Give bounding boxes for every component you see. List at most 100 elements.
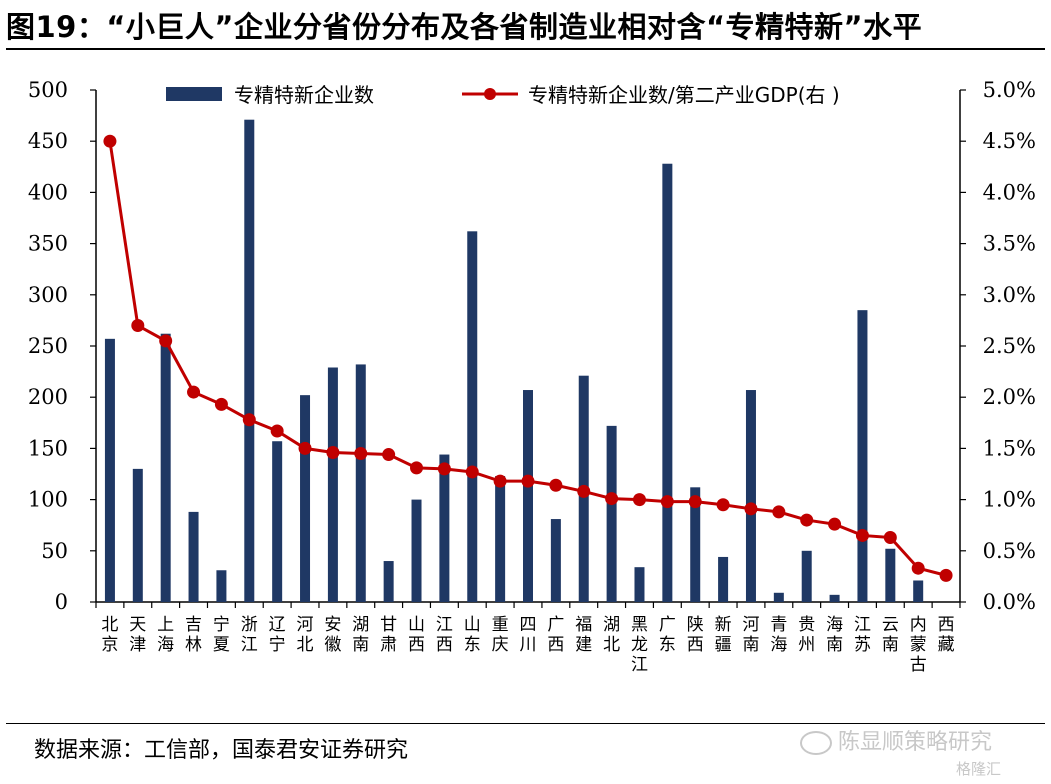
category-label: 贵州 (798, 615, 815, 655)
line-point (660, 495, 674, 509)
y-left-tick-label: 0 (55, 590, 68, 614)
category-char: 津 (129, 635, 146, 655)
category-label: 安徽 (324, 615, 341, 655)
category-label: 青海 (770, 615, 787, 655)
y-left-tick-label: 50 (41, 539, 68, 563)
title-divider (6, 48, 1045, 50)
bar (244, 119, 255, 603)
category-char: 江 (436, 615, 453, 635)
category-label: 河北 (297, 615, 314, 655)
bar (272, 441, 283, 602)
bar (132, 468, 143, 602)
category-char: 东 (659, 635, 676, 655)
bar (327, 367, 338, 602)
bar (467, 231, 478, 602)
bar (773, 592, 784, 602)
y-right-tick-label: 4.0% (983, 180, 1036, 204)
category-char: 南 (742, 635, 759, 655)
bar (160, 333, 171, 602)
category-char: 甘 (380, 615, 397, 635)
line-point (911, 561, 925, 575)
category-label: 重庆 (492, 615, 509, 655)
category-char: 西 (938, 615, 955, 635)
source-note: 数据来源：工信部，国泰君安证券研究 (34, 738, 409, 763)
bar (634, 567, 645, 602)
line-point (242, 413, 256, 427)
y-left-tick-label: 400 (28, 180, 68, 204)
line-point (382, 448, 396, 462)
category-char: 青 (770, 615, 787, 635)
line-point (605, 492, 619, 506)
footer-divider (6, 723, 1045, 724)
category-label: 黑龙江 (631, 615, 648, 675)
category-char: 河 (742, 615, 759, 635)
category-char: 重 (492, 615, 509, 635)
page-title: 图19：“小巨人”企业分省份分布及各省制造业相对含“专精特新”水平 (6, 10, 923, 44)
bar (913, 580, 924, 602)
line-point (744, 502, 758, 516)
y-right-tick-label: 3.0% (983, 283, 1036, 307)
category-char: 川 (520, 635, 537, 655)
category-char: 海 (826, 615, 843, 635)
y-right-tick-label: 2.0% (983, 385, 1036, 409)
category-label: 吉林 (185, 615, 202, 655)
category-label: 江西 (436, 615, 453, 655)
category-char: 龙 (631, 635, 648, 655)
category-char: 西 (687, 635, 704, 655)
bar (606, 425, 617, 602)
legend-bar-label: 专精特新企业数 (234, 83, 374, 107)
y-right-tick-label: 2.5% (983, 334, 1036, 358)
category-char: 京 (101, 635, 118, 655)
line-series (103, 134, 953, 582)
category-label: 福建 (575, 615, 592, 655)
bar (411, 499, 422, 602)
bar (523, 390, 533, 602)
category-label: 辽宁 (269, 615, 286, 655)
category-label: 西藏 (938, 615, 955, 655)
axes: 0 50 100 150 200 250 300 350 400 450 500 0.0% 0.5% 1.… (28, 78, 1036, 614)
line-point (632, 493, 646, 507)
category-char: 宁 (213, 615, 230, 635)
category-label: 山西 (408, 615, 425, 655)
bar (662, 163, 673, 602)
bar-series (104, 119, 924, 603)
y-right-tick-label: 5.0% (983, 78, 1036, 102)
category-label: 广西 (547, 615, 564, 655)
category-char: 上 (157, 615, 174, 635)
category-char: 天 (129, 615, 146, 635)
category-char: 湖 (603, 615, 620, 635)
y-left-tick-label: 250 (28, 334, 68, 358)
bar (690, 487, 701, 602)
line-point (131, 319, 145, 333)
category-char: 徽 (324, 635, 341, 655)
category-char: 江 (241, 635, 258, 655)
wechat-icon (800, 731, 832, 755)
legend: 专精特新企业数 专精特新企业数/第二产业GDP(右 ) (166, 83, 840, 107)
category-label: 河南 (742, 615, 759, 655)
category-char: 广 (659, 615, 676, 635)
category-char: 建 (575, 635, 592, 655)
y-left-tick-label: 150 (28, 436, 68, 460)
category-char: 四 (520, 615, 537, 635)
legend-line-marker (484, 88, 496, 100)
line-point (354, 447, 368, 461)
bar (104, 338, 115, 602)
watermark: 陈显顺策略研究 (800, 724, 992, 756)
category-label: 江苏 (854, 615, 871, 655)
category-label: 内蒙古 (910, 615, 927, 675)
bar (550, 519, 561, 602)
line-point (828, 517, 842, 531)
category-char: 江 (631, 655, 648, 675)
line-point (493, 474, 507, 488)
category-char: 江 (854, 615, 871, 635)
bar (745, 390, 756, 602)
line-point (187, 385, 201, 399)
watermark-small: 格隆汇 (956, 760, 1002, 778)
y-left-tick-label: 300 (28, 283, 68, 307)
category-char: 黑 (631, 615, 648, 635)
category-char: 肃 (380, 635, 397, 655)
category-char: 吉 (185, 615, 202, 635)
category-char: 州 (798, 635, 815, 655)
category-labels: 北京天津上海吉林宁夏浙江辽宁河北安徽湖南甘肃山西江西山东重庆四川广西福建湖北黑龙… (101, 615, 954, 675)
line-point (883, 530, 897, 544)
